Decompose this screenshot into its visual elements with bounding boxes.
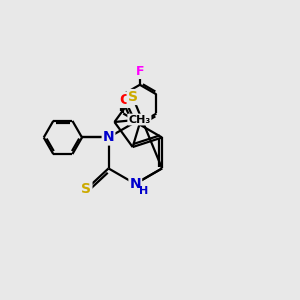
Text: N: N [130,177,141,191]
Text: S: S [81,182,92,196]
Text: S: S [128,90,138,104]
Text: H: H [139,186,148,196]
Text: N: N [103,130,114,145]
Text: O: O [119,93,131,107]
Text: F: F [136,65,144,78]
Text: CH₃: CH₃ [128,115,151,124]
